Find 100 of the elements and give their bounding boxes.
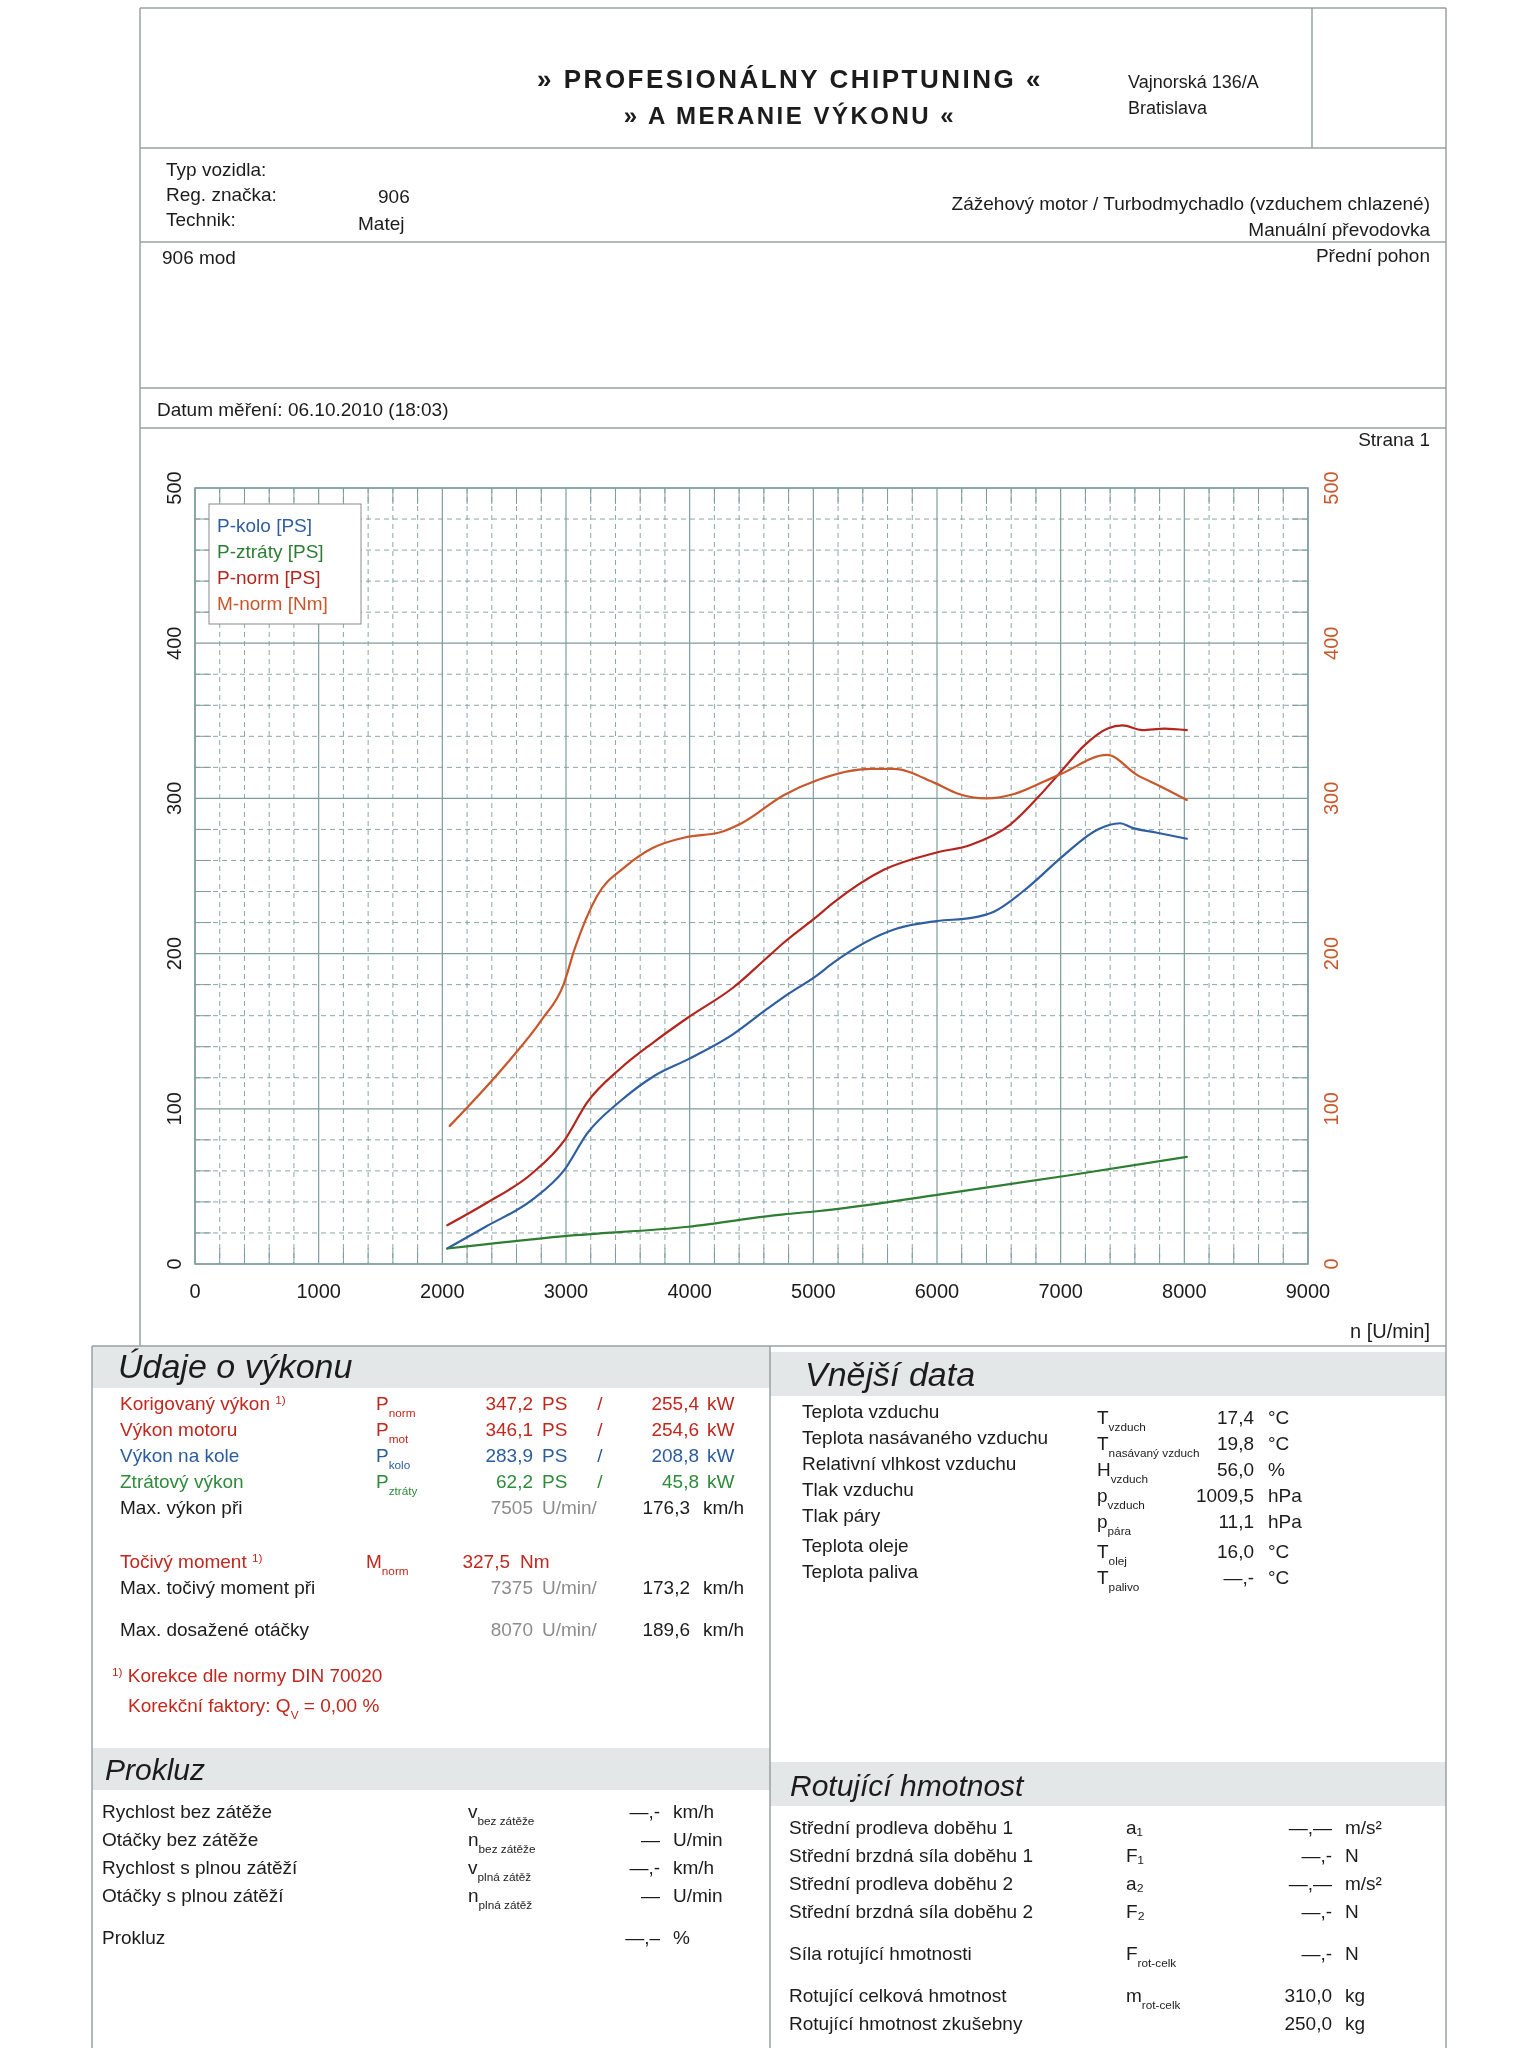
text: °C [1268,1407,1290,1428]
x-tick-label: 1000 [296,1280,341,1302]
text: Prokluz [102,1927,166,1948]
line-series [446,822,1188,1250]
text: / [597,1471,604,1492]
text: 62,2 [496,1471,533,1492]
text: Technik: [166,209,236,230]
text: Rychlost s plnou zátěží [102,1857,299,1878]
text: Typ vozidla: [166,159,267,180]
text: km/h [673,1801,715,1822]
text: Střední brzdná síla doběhu 2 [789,1901,1034,1922]
text: Reg. značka: [166,184,277,205]
text: Rotující hmotnost [790,1769,1026,1802]
text: 208,8 [651,1445,699,1466]
text: a₁ [1126,1817,1143,1838]
line-series [448,753,1188,1127]
y2-tick-label: 0 [1320,1258,1342,1270]
text: Tlak páry [802,1505,881,1526]
text: Ztrátový výkon [120,1471,244,1492]
text: Matej [358,213,405,234]
line-series [446,724,1188,1227]
text: Rotující celková hmotnost [789,1985,1008,2006]
text: U/min/ [542,1577,598,1598]
y-tick-label: 400 [163,626,185,660]
text: Teplota nasávaného vzduchu [802,1427,1049,1448]
text: Otáčky bez zátěže [102,1829,259,1850]
line-series [446,1155,1188,1250]
text: 16,0 [1217,1541,1254,1562]
text: 7505 [490,1497,533,1518]
text: P-kolo [PS] [217,515,313,536]
text: kg [1345,1985,1366,2006]
text: kg [1345,2013,1366,2034]
x-tick-label: 6000 [914,1280,960,1302]
text: p$_{vzduch}$ [1097,1485,1145,1511]
x-axis-title: n [U/min] [1349,1320,1430,1342]
text: 19,8 [1217,1433,1254,1454]
text: / [597,1419,604,1440]
text: km/h [703,1497,745,1518]
text: —,- [1223,1567,1254,1588]
text: hPa [1268,1485,1303,1506]
text: T$_{vzduch}$ [1097,1407,1146,1433]
text: Síla rotující hmotnosti [789,1943,972,1964]
text: n$_{plná zátěž}$ [468,1885,533,1911]
text: PS [542,1393,568,1414]
text: Otáčky s plnou zátěží [102,1885,285,1906]
text: —,- [1301,1901,1332,1922]
text: —,- [1301,1845,1332,1866]
text: P-ztráty [PS] [217,541,324,562]
text: a₂ [1126,1873,1144,1894]
text: Manuální převodovka [1248,219,1431,240]
text: 17,4 [1217,1407,1255,1428]
y-tick-label: 200 [163,936,185,971]
text: 1009,5 [1195,1485,1254,1506]
text: P$_{kolo}$ [376,1445,411,1471]
text: 906 [378,186,410,207]
y2-tick-label: 100 [1320,1092,1342,1126]
x-tick-label: 5000 [791,1280,836,1302]
y-tick-label: 100 [163,1092,185,1126]
text: Střední prodleva doběhu 1 [789,1817,1013,1838]
text: °C [1268,1541,1290,1562]
text: m/s² [1345,1817,1382,1838]
text: km/h [703,1577,745,1598]
text: F$_{rot-celk}$ [1126,1943,1177,1969]
x-tick-label: 4000 [667,1280,712,1302]
text: 254,6 [651,1419,699,1440]
text: U/min/ [542,1497,598,1518]
text: m/s² [1345,1873,1382,1894]
text: F₁ [1126,1845,1145,1866]
x-tick-label: 0 [189,1280,201,1302]
text: km/h [673,1857,715,1878]
text: —,– [625,1927,661,1948]
text: P$_{norm}$ [376,1393,416,1419]
text: U/min [673,1885,723,1906]
text: kW [707,1419,735,1440]
text: $^{1)}$ Korekce dle normy DIN 70020 [112,1664,383,1686]
text: PS [542,1419,568,1440]
text: 346,1 [485,1419,533,1440]
text: km/h [703,1619,745,1640]
text: Relativní vlhkost vzduchu [802,1453,1017,1474]
y-tick-label: 0 [163,1258,185,1270]
text: T$_{olej}$ [1097,1541,1127,1567]
chart-title: » PROFESIONÁLNY CHIPTUNING « [537,64,1043,94]
text: —,- [1301,1943,1332,1964]
y2-tick-label: 200 [1320,936,1342,971]
text: Nm [520,1551,550,1572]
y2-tick-label: 500 [1320,471,1342,505]
text: N [1345,1943,1359,1964]
text: M$_{norm}$ [366,1551,409,1577]
text: Přední pohon [1315,245,1430,266]
text: Zážehový motor / Turbodmychadlo (vzduchem chlazené) [951,193,1430,214]
x-tick-label: 8000 [1162,1280,1207,1302]
text: / [597,1445,604,1466]
text: 11,1 [1218,1511,1254,1532]
text: Teplota vzduchu [802,1401,940,1422]
text: U/min/ [542,1619,598,1640]
text: % [1268,1459,1285,1480]
x-tick-label: 3000 [543,1280,589,1302]
text: Bratislava [1128,98,1209,118]
text: —,- [629,1801,660,1822]
text: Max. točivý moment při [120,1577,316,1598]
